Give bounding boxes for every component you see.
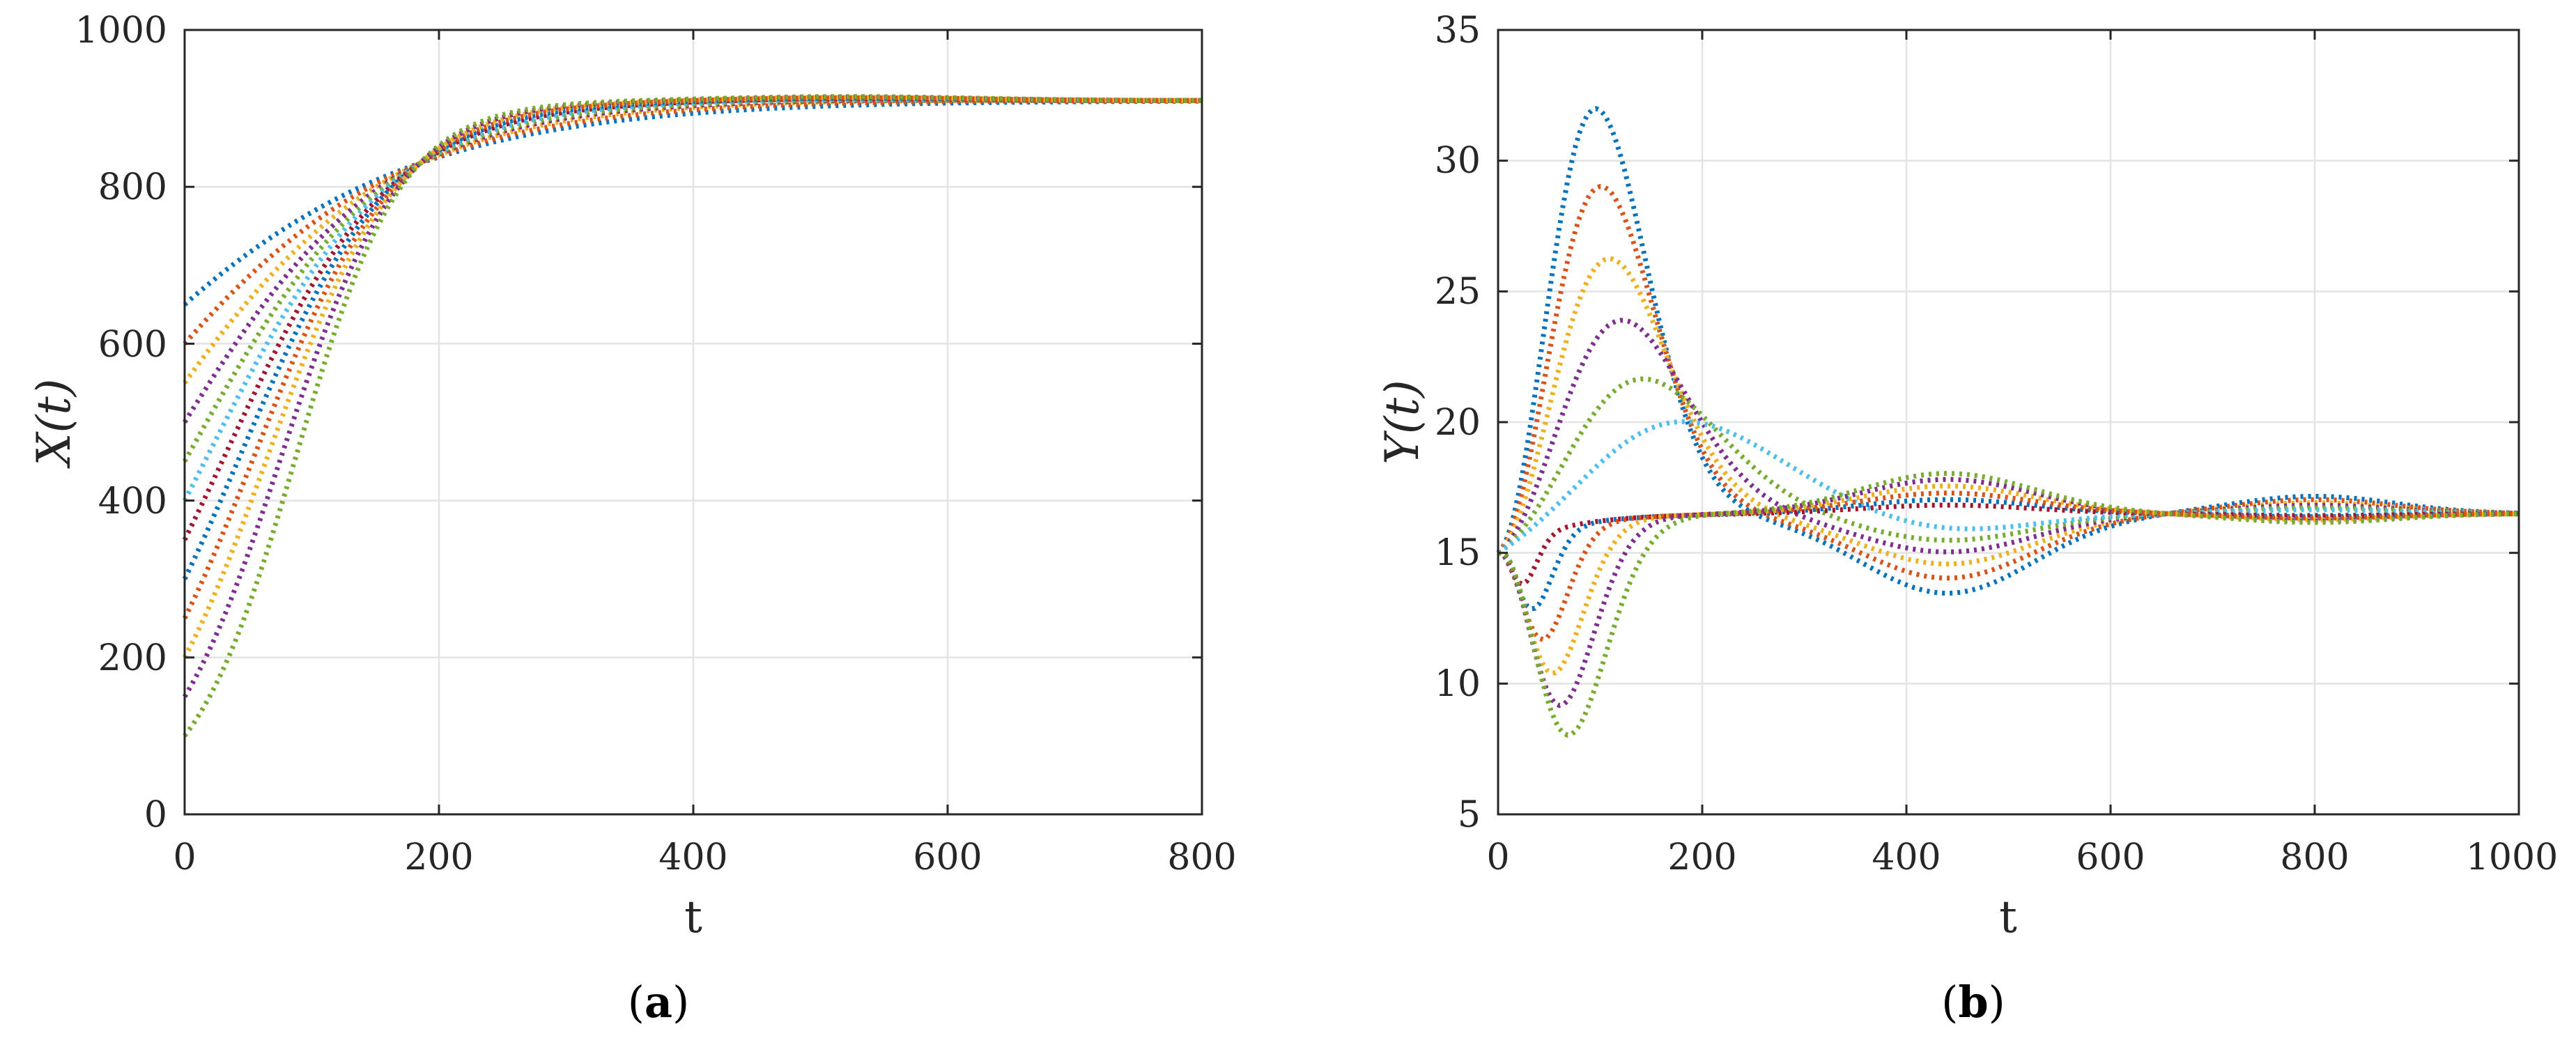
panel-a-ytick-label: 200: [98, 637, 167, 679]
panel-b-series-line-6: [1497, 419, 2520, 555]
panel-a-grid: [185, 30, 1202, 814]
panel-b-xtick-label: 1000: [2466, 837, 2558, 878]
panel-a-ytick-label: 400: [98, 481, 167, 522]
panel-b-ytick-label: 35: [1435, 10, 1481, 52]
panel-a-xtick-label: 200: [404, 837, 473, 878]
panel-b-series-line-3: [1496, 256, 2520, 567]
panel-b-xtick-label: 400: [1872, 837, 1941, 878]
panel-b-ticks: [1497, 29, 2520, 816]
panel-a-xtick-label: 600: [913, 837, 982, 878]
panel-b-xtick-label: 200: [1667, 837, 1736, 878]
panel-a-series-line-9: [182, 95, 1202, 620]
panel-b-ytick-label: 10: [1435, 663, 1481, 705]
panel-b-y-axis-title: Y(t): [1375, 380, 1429, 465]
panel-b-xtick-label: 600: [2076, 837, 2145, 878]
panel-a-ytick-label: 800: [98, 166, 167, 208]
panel-b-ytick-label: 25: [1435, 271, 1481, 313]
panel-b-series-line-10: [1497, 483, 2519, 676]
panel-a-xtick-label: 400: [658, 837, 727, 878]
panel-b-label: (b): [1941, 977, 2005, 1027]
panel-a-xtick-label: 800: [1167, 837, 1236, 878]
panel-b-chart: 5 10 15 20 25 30 35 0 200 400 600 800 10…: [1375, 10, 2558, 1027]
panel-a-series-line-12: [183, 94, 1202, 738]
panel-b-series-line-12: [1497, 471, 2520, 738]
panel-a-ytick-label: 1000: [75, 10, 167, 52]
panel-a-ticks: [183, 29, 1203, 816]
panel-b-xtick-label: 0: [1486, 837, 1509, 878]
panel-b-ytick-label: 5: [1458, 794, 1481, 836]
panel-b-ytick-label: 20: [1435, 402, 1481, 444]
panel-b-grid: [1498, 30, 2519, 814]
panel-b-series-line-2: [1496, 184, 2520, 581]
panel-b-ytick-label: 15: [1435, 532, 1481, 574]
panel-a-xtick-label: 0: [173, 837, 196, 878]
panel-a-label: (a): [628, 977, 690, 1027]
panel-b-x-axis-title: t: [1999, 892, 2017, 943]
panel-a-ytick-label: 0: [144, 794, 167, 836]
panel-b-series: [1496, 106, 2520, 738]
panel-b-ytick-label: 30: [1435, 140, 1481, 182]
panel-a-chart: 0 200 400 600 800 1000 0 200 400 600 800…: [27, 10, 1237, 1027]
panel-a-ytick-label: 600: [98, 324, 167, 366]
panel-a-series-line-3: [183, 98, 1202, 385]
panel-a-series: [182, 94, 1203, 738]
panel-b-xtick-label: 800: [2280, 837, 2349, 878]
panel-b-series-line-1: [1496, 106, 2520, 596]
panel-a-y-axis-title: X(t): [27, 378, 81, 469]
panel-b-series-line-11: [1497, 476, 2519, 708]
panel-a-x-axis-title: t: [684, 892, 702, 943]
